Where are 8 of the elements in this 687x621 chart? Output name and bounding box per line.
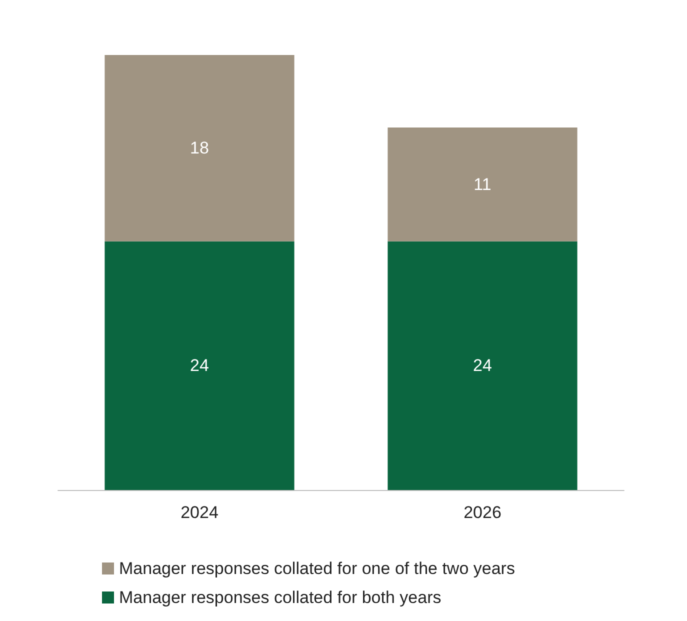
- legend-label: Manager responses collated for one of the two years: [119, 559, 515, 578]
- x-tick-label: 2026: [464, 503, 502, 522]
- data-label: 18: [190, 138, 209, 158]
- data-label: 11: [474, 174, 492, 194]
- x-tick-label: 2024: [180, 503, 218, 522]
- data-label: 24: [473, 356, 492, 376]
- data-label: 24: [190, 356, 209, 376]
- legend-label: Manager responses collated for both years: [119, 588, 442, 607]
